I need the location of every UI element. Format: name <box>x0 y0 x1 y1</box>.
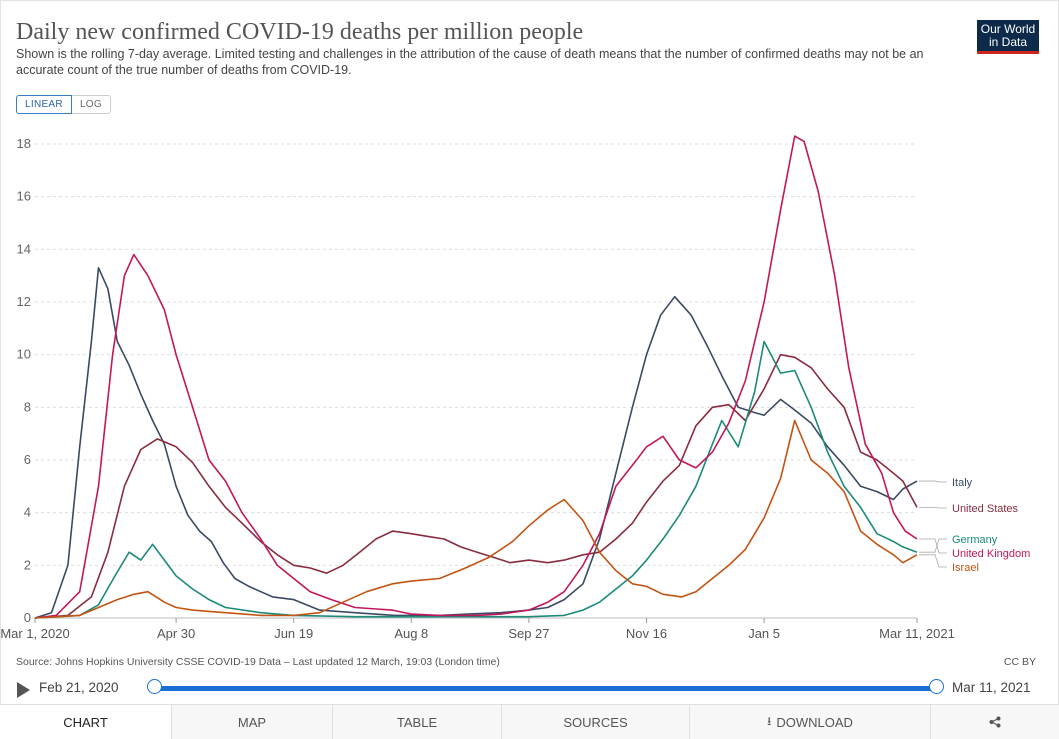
tab-bar: CHART MAP TABLE SOURCES ⭳ DOWNLOAD <box>0 704 1059 739</box>
timeline-end-handle[interactable] <box>929 679 944 694</box>
y-tick-label: 4 <box>24 505 31 520</box>
y-tick-label: 10 <box>17 347 31 362</box>
line-chart: 0 2 4 6 8 10 12 14 16 18 Mar 1, 2020 Apr 30 Jun 19 A… <box>1 135 1030 641</box>
series-line-israel <box>34 419 918 619</box>
y-axis: 0 2 4 6 8 10 12 14 16 18 <box>17 136 31 625</box>
x-tick-label: Jan 5 <box>748 626 780 641</box>
y-tick-label: 8 <box>24 399 31 414</box>
tab-chart[interactable]: CHART <box>0 705 171 739</box>
source-note: Source: Johns Hopkins University CSSE CO… <box>16 656 500 668</box>
y-tick-label: 12 <box>17 294 31 309</box>
series-line-united-kingdom <box>34 135 918 619</box>
owid-logo[interactable]: Our World in Data <box>977 20 1039 54</box>
tab-map-label: MAP <box>237 714 267 730</box>
y-tick-label: 14 <box>17 241 31 256</box>
series-label: Italy <box>952 477 973 489</box>
x-tick-label: Aug 8 <box>394 626 428 641</box>
series-label: Germany <box>952 534 998 546</box>
series-label-connector <box>919 554 947 568</box>
series-line-italy <box>34 267 918 619</box>
timeline-start-label: Feb 21, 2020 <box>39 680 119 695</box>
timeline-track[interactable] <box>153 686 937 691</box>
tab-sources[interactable]: SOURCES <box>501 705 689 739</box>
series-label: United States <box>952 503 1019 515</box>
y-tick-label: 18 <box>17 136 31 151</box>
series-labels: Italy United States Germany United Kingdom I… <box>919 477 1030 574</box>
x-tick-label: Mar 11, 2021 <box>879 626 955 641</box>
y-tick-label: 0 <box>24 610 31 625</box>
chart-subtitle: Shown is the rolling 7-day average. Limi… <box>16 47 924 77</box>
y-tick-label: 16 <box>17 189 31 204</box>
scale-toggle: LINEAR LOG <box>16 95 111 114</box>
tab-sources-label: SOURCES <box>563 714 628 730</box>
chart-grid <box>35 143 917 619</box>
x-tick-label: Sep 27 <box>508 626 549 641</box>
x-tick-label: Nov 16 <box>626 626 667 641</box>
timeline-end-label: Mar 11, 2021 <box>952 680 1031 695</box>
share-icon <box>989 716 1001 728</box>
tab-download[interactable]: ⭳ DOWNLOAD <box>689 705 930 739</box>
chart-title: Daily new confirmed COVID-19 deaths per … <box>16 19 584 45</box>
y-tick-label: 2 <box>24 557 31 572</box>
tab-chart-label: CHART <box>63 714 108 730</box>
log-scale-button[interactable]: LOG <box>71 95 111 114</box>
series-label-connector <box>919 480 947 483</box>
share-button[interactable] <box>930 705 1059 739</box>
timeline: Feb 21, 2020 Mar 11, 2021 <box>1 673 1059 705</box>
series-label: Israel <box>952 562 979 574</box>
logo-line2: in Data <box>988 35 1028 49</box>
tab-map[interactable]: MAP <box>171 705 332 739</box>
linear-scale-button[interactable]: LINEAR <box>16 95 72 114</box>
x-tick-label: Mar 1, 2020 <box>1 626 70 641</box>
series-label-connector <box>919 538 947 553</box>
tab-table[interactable]: TABLE <box>332 705 501 739</box>
x-tick-label: Apr 30 <box>157 626 195 641</box>
x-tick-label: Jun 19 <box>274 626 313 641</box>
y-tick-label: 6 <box>24 452 31 467</box>
tab-table-label: TABLE <box>396 714 438 730</box>
logo-line1: Our World <box>980 22 1036 36</box>
license-link[interactable]: CC BY <box>1003 656 1036 668</box>
play-icon[interactable] <box>17 682 30 698</box>
series-label: United Kingdom <box>952 548 1030 560</box>
series-line-germany <box>34 340 918 619</box>
timeline-start-handle[interactable] <box>147 679 162 694</box>
x-axis: Mar 1, 2020 Apr 30 Jun 19 Aug 8 Sep 27 Nov 16… <box>1 618 955 641</box>
series-label-connector <box>919 538 947 554</box>
logo-accent-bar <box>977 51 1039 54</box>
series-label-connector <box>919 507 947 509</box>
series-line-united-states <box>34 353 918 619</box>
download-icon: ⭳ <box>767 713 772 728</box>
chart-series <box>34 135 918 619</box>
tab-download-label: DOWNLOAD <box>776 714 853 730</box>
